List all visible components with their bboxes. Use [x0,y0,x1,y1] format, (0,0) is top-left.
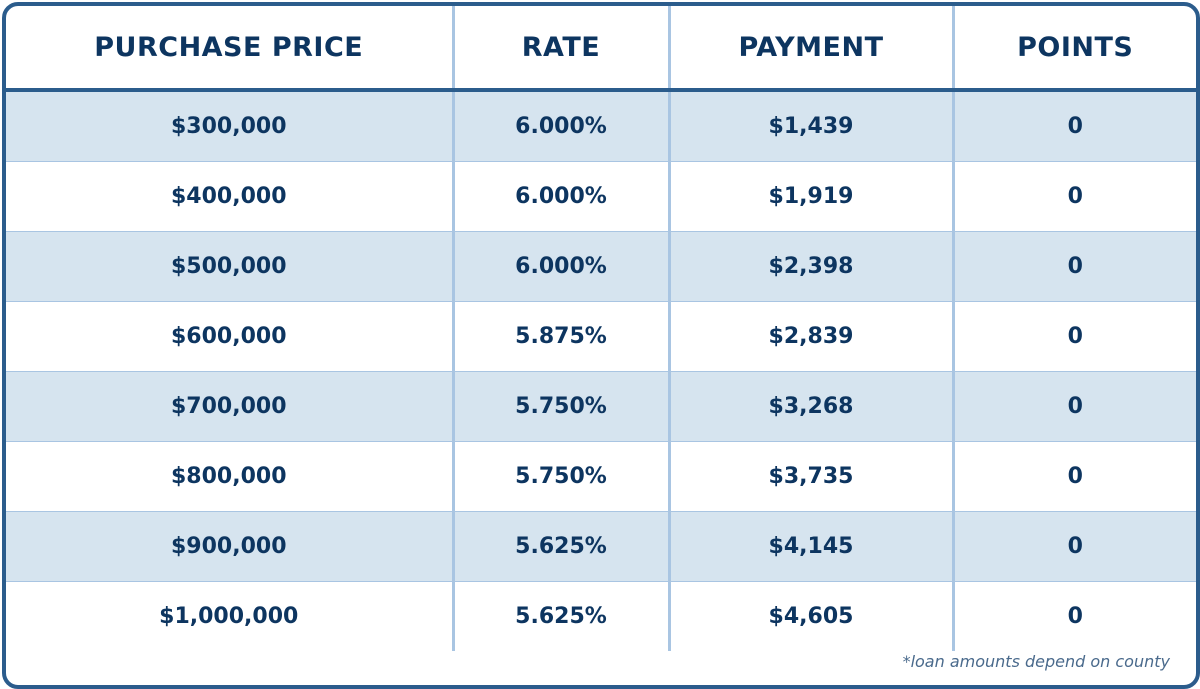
table-cell: $4,145 [667,511,953,582]
table-row: $300,000 6.000% $1,439 0 [6,90,1196,162]
column-header: PURCHASE PRICE [6,6,453,92]
table-cell: $900,000 [6,511,453,582]
table-row: $600,000 5.875% $2,839 0 [6,301,1196,372]
table-cell: 0 [951,301,1196,372]
table-cell: 6.000% [451,161,669,232]
table-cell: 5.750% [451,371,669,442]
table-cell: 0 [951,371,1196,442]
table-row: $900,000 5.625% $4,145 0 [6,511,1196,582]
column-header: RATE [451,6,669,92]
header-row: PURCHASE PRICE RATE PAYMENT POINTS [6,6,1196,92]
table-cell: $2,398 [667,231,953,302]
table-cell: $2,839 [667,301,953,372]
table-row: $1,000,000 5.625% $4,605 0 [6,581,1196,651]
table-cell: $700,000 [6,371,453,442]
table-cell: 0 [951,511,1196,582]
table-cell: $3,735 [667,441,953,512]
table-row: $400,000 6.000% $1,919 0 [6,161,1196,232]
table-cell: 5.625% [451,511,669,582]
table-cell: 5.875% [451,301,669,372]
rate-table: PURCHASE PRICE RATE PAYMENT POINTS $300,000… [6,6,1196,651]
column-header: POINTS [951,6,1196,92]
table-cell: $3,268 [667,371,953,442]
table-cell: $4,605 [667,581,953,651]
table-cell: 0 [951,581,1196,651]
table-cell: 5.750% [451,441,669,512]
table-cell: $500,000 [6,231,453,302]
table-cell: 0 [951,441,1196,512]
column-header: PAYMENT [667,6,953,92]
table-row: $700,000 5.750% $3,268 0 [6,371,1196,442]
table-cell: 0 [951,231,1196,302]
table-cell: $300,000 [6,90,453,162]
table-cell: 0 [951,161,1196,232]
table-cell: 6.000% [451,231,669,302]
table-cell: 0 [951,90,1196,162]
table-cell: $1,000,000 [6,581,453,651]
table-body: $300,000 6.000% $1,439 0 $400,000 6.000% $1,91… [6,90,1196,651]
table-cell: 5.625% [451,581,669,651]
table-cell: $1,919 [667,161,953,232]
table-cell: 6.000% [451,90,669,162]
table-cell: $400,000 [6,161,453,232]
table-cell: $1,439 [667,90,953,162]
table-cell: $800,000 [6,441,453,512]
table-row: $800,000 5.750% $3,735 0 [6,441,1196,512]
footnote: *loan amounts depend on county [902,652,1170,671]
table-row: $500,000 6.000% $2,398 0 [6,231,1196,302]
table-cell: $600,000 [6,301,453,372]
